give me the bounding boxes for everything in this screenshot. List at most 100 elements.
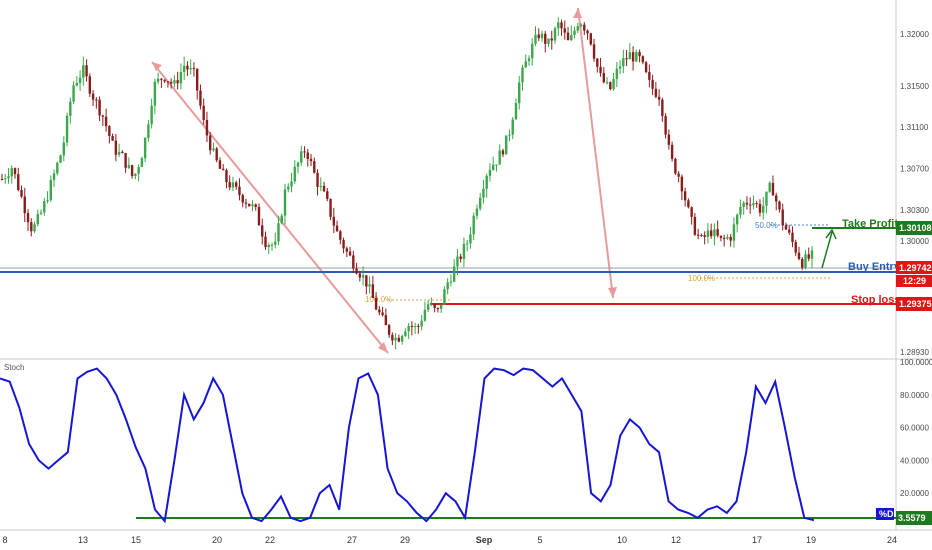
candle-body <box>677 173 680 177</box>
candle-body <box>202 105 205 120</box>
candle-body <box>407 325 410 332</box>
candle-body <box>134 173 137 177</box>
candle-body <box>664 116 667 135</box>
time-tick-label: 29 <box>400 535 410 545</box>
time-tick-label: 22 <box>265 535 275 545</box>
candle-body <box>316 172 319 187</box>
candle-body <box>274 241 277 245</box>
candle-body <box>765 191 768 206</box>
candle-body <box>98 99 101 116</box>
candle-body <box>446 282 449 290</box>
candle-body <box>612 78 615 90</box>
candle-body <box>703 235 706 237</box>
candle-body <box>531 43 534 59</box>
candle-body <box>462 243 466 260</box>
candle-body <box>436 308 440 310</box>
candle-body <box>670 144 674 159</box>
candle-body <box>716 229 719 236</box>
candle-body <box>329 198 332 217</box>
candle-body <box>540 33 544 39</box>
candle-body <box>605 82 609 84</box>
candle-body <box>248 203 251 207</box>
candle-body <box>573 30 576 35</box>
target-arrow-head <box>825 228 837 240</box>
candle-body <box>121 151 124 154</box>
candle-body <box>651 79 654 89</box>
level-labels: Take Profit Buy Entry Stop loss <box>842 218 901 306</box>
candle-body <box>52 173 56 180</box>
candle-body <box>241 195 244 203</box>
candle-body <box>423 309 427 321</box>
candle-body <box>313 161 316 173</box>
candle-body <box>544 33 547 44</box>
candle-body <box>566 32 570 41</box>
candle-body <box>690 207 693 217</box>
candle-body <box>472 215 475 235</box>
candle-body <box>130 165 134 177</box>
target-arrow <box>821 231 833 269</box>
candle-body <box>104 116 108 127</box>
candle-body <box>456 256 459 267</box>
candle-body <box>394 337 397 341</box>
candle-body <box>475 208 479 216</box>
candle-body <box>801 259 804 268</box>
time-tick-label: Sep <box>476 535 493 545</box>
candle-body <box>228 182 231 188</box>
candle-body <box>306 152 309 159</box>
candle-body <box>176 80 179 84</box>
candle-body <box>485 175 488 189</box>
candle-body <box>365 275 368 287</box>
candle-body <box>397 337 401 342</box>
time-axis: 8 13 15 20 22 27 29 Sep 5 10 12 17 19 24 <box>2 535 897 545</box>
candle-body <box>732 224 736 241</box>
candle-body <box>667 134 671 145</box>
fib-100-right-label: 100.0% <box>688 274 715 283</box>
candle-body <box>719 235 723 238</box>
candle-body <box>625 58 628 60</box>
candle-body <box>296 162 300 167</box>
candle-body <box>687 200 690 208</box>
candle-body <box>169 81 173 84</box>
candle-body <box>514 103 518 120</box>
candle-body <box>332 216 336 226</box>
stoch-tick-label: 20.0000 <box>900 489 929 498</box>
trend-arrow-1-tail <box>152 62 162 71</box>
candle-body <box>384 315 388 326</box>
candle-body <box>576 26 579 31</box>
buy-entry-time: 12:29 <box>903 276 926 286</box>
candle-body <box>361 275 365 278</box>
candle-body <box>618 66 622 69</box>
candle-body <box>303 151 306 153</box>
candle-body <box>788 229 791 233</box>
trend-arrow-1 <box>151 61 389 354</box>
candle-body <box>495 164 498 166</box>
candle-body <box>352 255 355 269</box>
candle-body <box>657 96 661 100</box>
time-tick-label: 12 <box>671 535 681 545</box>
candle-body <box>775 195 778 202</box>
take-profit-badge <box>896 221 932 235</box>
candle-body <box>778 201 781 210</box>
stop-loss-badge <box>896 297 932 311</box>
stoch-value: 3.5579 <box>898 513 926 523</box>
trend-arrow-2 <box>577 7 614 299</box>
candle-body <box>404 331 407 336</box>
candle-body <box>62 142 66 156</box>
candle-body <box>166 81 170 83</box>
candle-body <box>36 213 39 225</box>
candle-body <box>570 34 573 41</box>
candle-body <box>342 239 345 249</box>
candle-body <box>108 126 111 136</box>
candle-body <box>413 326 417 328</box>
candle-body <box>563 28 566 33</box>
stoch-badges: %D 3.5579 <box>876 508 932 525</box>
candle-body <box>75 83 79 86</box>
buy-entry-value: 1.29742 <box>899 263 932 273</box>
candle-body <box>547 38 550 44</box>
candle-body <box>182 65 186 72</box>
candle-body <box>742 202 745 207</box>
candle-body <box>300 151 303 163</box>
trend-arrow-2-tail <box>573 8 582 18</box>
candle-body <box>748 204 752 206</box>
candle-body <box>784 225 788 230</box>
